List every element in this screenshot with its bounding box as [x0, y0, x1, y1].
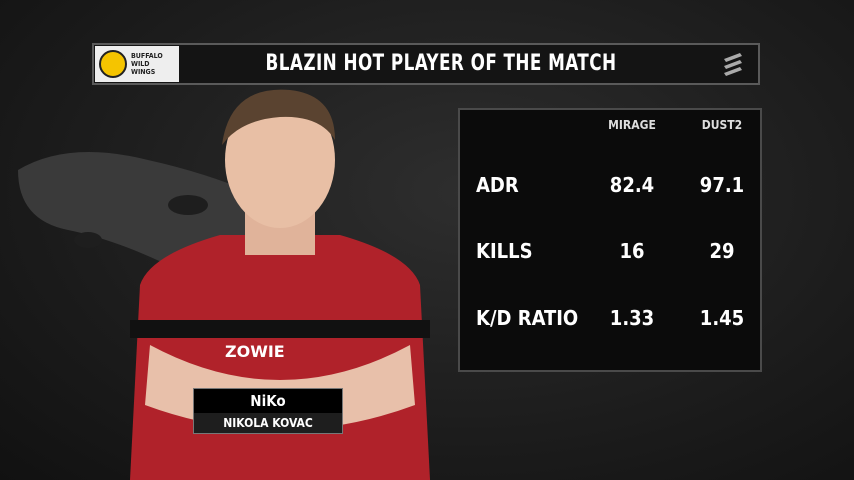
stats-table: MIRAGE DUST2 ADR 82.4 97.1 KILLS 16 29 K… — [458, 108, 762, 372]
player-nickname: NiKo — [250, 392, 286, 410]
sponsor-emblem-icon — [99, 50, 127, 78]
stat-value: 1.45 — [699, 306, 745, 330]
title-bar: BUFFALO WILD WINGS BLAZIN HOT PLAYER OF TH… — [92, 43, 760, 85]
stat-label: ADR — [476, 173, 519, 197]
page-title: BLAZIN HOT PLAYER OF THE MATCH — [265, 51, 617, 76]
stat-row-adr: ADR 82.4 97.1 — [460, 173, 760, 203]
stat-row-kills: KILLS 16 29 — [460, 239, 760, 269]
sponsor-logo: BUFFALO WILD WINGS — [95, 46, 179, 82]
eleague-icon — [724, 53, 742, 76]
stat-value: 16 — [619, 239, 645, 263]
stat-row-kd-ratio: K/D RATIO 1.33 1.45 — [460, 306, 760, 336]
stat-value: 82.4 — [609, 173, 655, 197]
stat-value: 1.33 — [609, 306, 655, 330]
player-real-name: NIKOLA KOVAC — [194, 413, 342, 433]
player-nameplate: NiKo NIKOLA KOVAC — [193, 388, 343, 434]
stat-label: K/D RATIO — [476, 306, 579, 330]
stat-value: 29 — [709, 239, 735, 263]
column-header-dust2: DUST2 — [701, 118, 743, 132]
jersey-sponsor: ZOWIE — [225, 342, 285, 361]
stat-label: KILLS — [476, 239, 533, 263]
column-header-mirage: MIRAGE — [608, 118, 656, 132]
stat-value: 97.1 — [699, 173, 745, 197]
